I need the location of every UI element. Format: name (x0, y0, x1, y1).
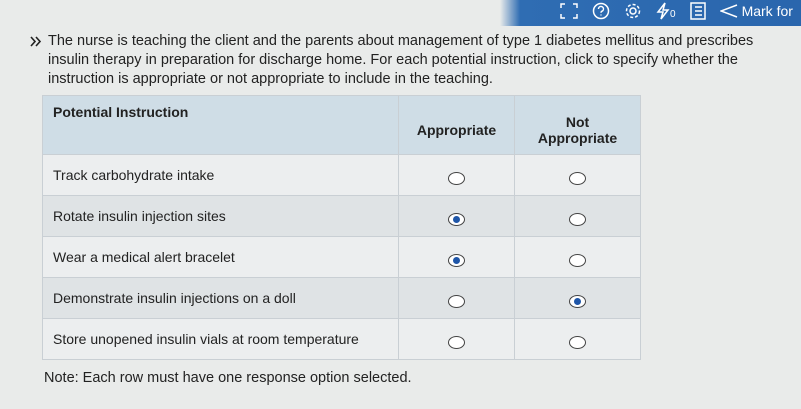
flash-button[interactable]: 0 (656, 2, 676, 20)
question-text: The nurse is teaching the client and the… (48, 33, 754, 87)
instruction-label: Wear a medical alert bracelet (42, 236, 399, 278)
instruction-label: Rotate insulin injection sites (42, 195, 399, 237)
settings-icon[interactable] (624, 2, 642, 20)
option-cell (398, 195, 515, 237)
toolbar: 0 Mark for (0, 0, 801, 26)
option-cell (398, 277, 515, 319)
option-cell (514, 154, 641, 196)
not-appropriate-radio[interactable] (569, 336, 586, 349)
instruction-table: Potential Instruction Appropriate Not Ap… (42, 95, 641, 360)
appropriate-radio[interactable] (448, 172, 465, 185)
collapse-chevron-icon[interactable] (30, 32, 42, 51)
option-cell (514, 318, 641, 360)
note-text: Note: Each row must have one response op… (44, 370, 412, 386)
table-row: Track carbohydrate intake (42, 154, 641, 196)
table-row: Store unopened insulin vials at room tem… (42, 318, 641, 360)
question-block: The nurse is teaching the client and the… (0, 32, 801, 89)
option-cell (514, 236, 641, 278)
flag-icon (719, 4, 737, 18)
option-cell (514, 277, 641, 319)
appropriate-radio[interactable] (448, 336, 465, 349)
not-appropriate-radio[interactable] (569, 295, 586, 308)
appropriate-radio[interactable] (448, 295, 465, 308)
flash-icon (656, 2, 670, 20)
option-cell (398, 236, 515, 278)
not-appropriate-radio[interactable] (569, 213, 586, 226)
flash-count: 0 (670, 9, 676, 20)
mark-for-review-button[interactable]: Mark for (719, 3, 793, 19)
notebook-icon[interactable] (689, 2, 706, 20)
fullscreen-icon[interactable] (560, 3, 578, 19)
help-icon[interactable] (592, 2, 610, 20)
question-content: The nurse is teaching the client and the… (0, 32, 801, 394)
appropriate-radio[interactable] (448, 254, 465, 267)
mark-for-label: Mark for (741, 3, 793, 19)
table-row: Rotate insulin injection sites (42, 195, 641, 237)
header-appropriate: Appropriate (398, 95, 515, 155)
header-not-appropriate: Not Appropriate (514, 95, 641, 155)
instruction-label: Store unopened insulin vials at room tem… (42, 318, 399, 360)
table-row: Wear a medical alert bracelet (42, 236, 641, 278)
instruction-label: Demonstrate insulin injections on a doll (42, 277, 399, 319)
not-appropriate-radio[interactable] (569, 254, 586, 267)
option-cell (398, 318, 515, 360)
appropriate-radio[interactable] (448, 213, 465, 226)
instruction-label: Track carbohydrate intake (42, 154, 399, 196)
header-instruction: Potential Instruction (42, 95, 399, 155)
table-row: Demonstrate insulin injections on a doll (42, 277, 641, 319)
not-appropriate-radio[interactable] (569, 172, 586, 185)
option-cell (514, 195, 641, 237)
option-cell (398, 154, 515, 196)
